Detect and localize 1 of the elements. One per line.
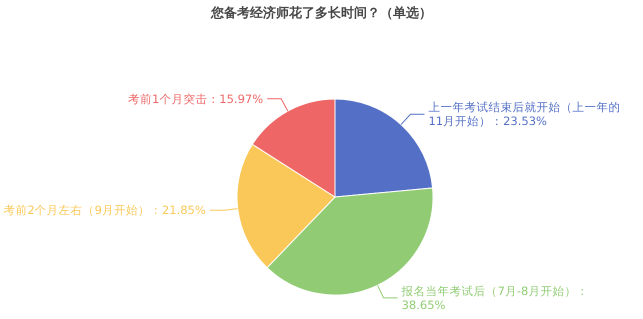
title: 您备考经济师花了多长时间？（单选） <box>210 4 433 22</box>
